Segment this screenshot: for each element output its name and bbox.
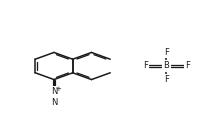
Text: +: + bbox=[55, 86, 61, 92]
Text: B: B bbox=[163, 62, 169, 70]
Text: F: F bbox=[143, 62, 148, 70]
Text: N: N bbox=[51, 87, 57, 96]
Text: F: F bbox=[185, 62, 190, 70]
Text: N: N bbox=[51, 98, 57, 107]
Text: F: F bbox=[164, 75, 169, 84]
Text: F: F bbox=[164, 48, 169, 57]
